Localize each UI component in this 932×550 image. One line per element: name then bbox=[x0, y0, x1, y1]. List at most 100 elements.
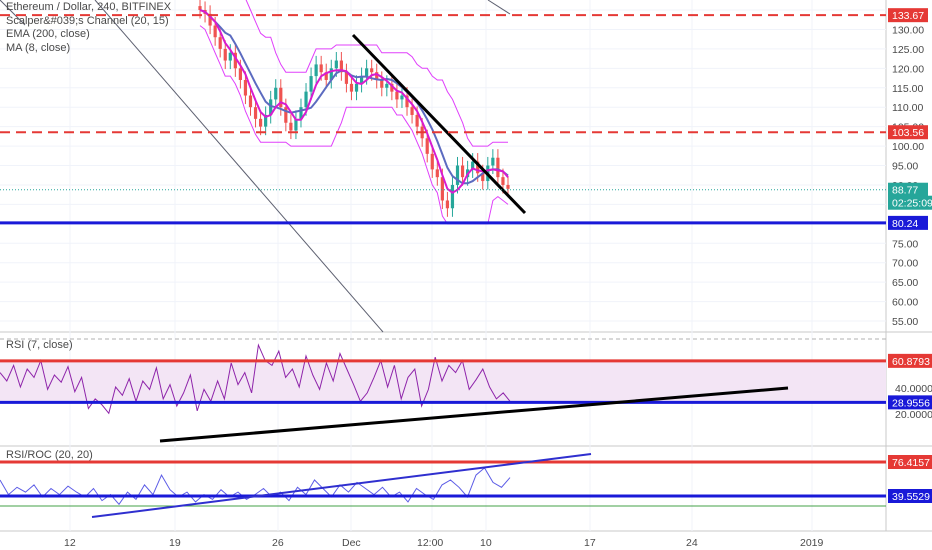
candle-body bbox=[385, 83, 389, 88]
price-tick-label: 70.00 bbox=[892, 258, 918, 270]
time-tick-label: 12 bbox=[64, 537, 76, 549]
price-tick-label: 115.00 bbox=[892, 83, 923, 95]
countdown-badge: 02:25:09 bbox=[892, 198, 932, 210]
candle-body bbox=[258, 118, 263, 127]
rsi-level-badge-bg bbox=[888, 395, 932, 410]
rsi-trendline bbox=[159, 386, 789, 443]
roc-level-badge: 76.4157 bbox=[892, 457, 930, 469]
candle-body bbox=[445, 200, 450, 209]
rsi-roc-pane[interactable]: 76.4157 39.5529 bbox=[0, 453, 932, 518]
ma-line bbox=[199, 9, 509, 194]
price-tick-label: 65.00 bbox=[892, 277, 918, 289]
candle-body bbox=[289, 122, 293, 131]
candle-body bbox=[304, 91, 308, 108]
descending-trendline bbox=[351, 33, 527, 215]
candle-body bbox=[334, 60, 338, 69]
candle-body bbox=[471, 161, 475, 170]
roc-trendline bbox=[91, 453, 592, 518]
time-tick-label: 17 bbox=[584, 537, 596, 549]
candle-body bbox=[476, 161, 480, 174]
candle-body bbox=[279, 87, 283, 108]
candle-body bbox=[354, 83, 359, 92]
candle-body bbox=[248, 95, 253, 108]
candle-body bbox=[370, 68, 374, 73]
rsi-band-fill bbox=[0, 360, 886, 403]
channel-lower-band bbox=[199, 25, 509, 225]
candle-body bbox=[506, 184, 510, 189]
legend-ma: MA (8, close) bbox=[6, 41, 71, 54]
candle-body bbox=[435, 169, 439, 178]
candle-body bbox=[395, 91, 399, 100]
candle-body bbox=[425, 138, 429, 154]
level-badge: 133.67 bbox=[892, 10, 924, 22]
ema-line bbox=[199, 9, 509, 185]
candle-body bbox=[294, 118, 298, 131]
candle-body bbox=[440, 177, 444, 201]
level-badge-bg bbox=[888, 125, 928, 140]
candle-body bbox=[390, 83, 394, 92]
countdown-badge-bg bbox=[888, 195, 932, 210]
time-tick-label: 12:00 bbox=[417, 537, 443, 549]
legend-symbol: Ethereum / Dollar, 240, BITFINEX bbox=[6, 1, 172, 13]
candle-body bbox=[501, 177, 505, 185]
rsi-pane-label: RSI (7, close) bbox=[6, 339, 73, 351]
diagonal-trendline bbox=[94, 0, 384, 333]
candle-body bbox=[228, 52, 232, 61]
candle-body bbox=[375, 72, 379, 80]
channel-upper-band bbox=[245, 0, 508, 147]
candle-body bbox=[365, 68, 369, 77]
time-tick-label: 26 bbox=[272, 537, 284, 549]
price-tick-label: 120.00 bbox=[892, 63, 924, 75]
price-tick-label: 110.00 bbox=[892, 102, 923, 114]
candle-body bbox=[213, 25, 217, 38]
candle-body bbox=[329, 68, 333, 80]
candle-body bbox=[460, 165, 465, 178]
candle-body bbox=[405, 95, 409, 108]
candle-body bbox=[218, 37, 222, 49]
candle-body bbox=[455, 165, 460, 185]
price-pane[interactable] bbox=[0, 0, 886, 333]
candle-body bbox=[349, 83, 354, 92]
candle-body bbox=[481, 173, 485, 182]
candle-body bbox=[359, 76, 364, 84]
last-price-badge-bg bbox=[888, 182, 928, 197]
time-axis[interactable]: 12 19 26 Dec 12:00 10 17 24 2019 bbox=[64, 537, 824, 549]
chart-legend: Ethereum / Dollar, 240, BITFINEX Scalper… bbox=[6, 1, 171, 55]
price-axis[interactable]: 55.0060.0065.0070.0075.0080.0085.0090.00… bbox=[888, 8, 932, 328]
level-badge-bg bbox=[888, 215, 928, 230]
candle-body bbox=[496, 157, 500, 178]
candle-body bbox=[380, 79, 384, 88]
candle-body bbox=[198, 6, 202, 10]
candle-body bbox=[319, 64, 323, 73]
price-tick-label: 100.00 bbox=[892, 141, 924, 153]
price-tick-label: 125.00 bbox=[892, 44, 924, 56]
candle-body bbox=[223, 48, 227, 61]
candle-body bbox=[400, 95, 404, 100]
price-tick-label: 130.00 bbox=[892, 24, 924, 36]
candle-body bbox=[233, 52, 237, 69]
candle-body bbox=[243, 79, 248, 96]
time-tick-label: 10 bbox=[480, 537, 492, 549]
roc-level-badge: 39.5529 bbox=[892, 491, 930, 503]
roc-level-badge-bg bbox=[888, 455, 932, 469]
candle-body bbox=[339, 60, 343, 73]
candle-body bbox=[253, 107, 258, 119]
price-tick-label: 75.00 bbox=[892, 238, 918, 250]
time-tick-label: 19 bbox=[169, 537, 181, 549]
rsi-tick-label: 20.0000 bbox=[895, 409, 932, 421]
candle-body bbox=[269, 99, 273, 115]
candle-body bbox=[450, 184, 455, 209]
level-badge: 103.56 bbox=[892, 127, 924, 139]
rsi-tick-label: 40.0000 bbox=[895, 383, 932, 395]
candle-body bbox=[208, 13, 212, 26]
candle-body bbox=[284, 107, 288, 123]
rsi-line bbox=[0, 343, 511, 415]
price-tick-label: 55.00 bbox=[892, 316, 918, 328]
time-tick-label: 24 bbox=[686, 537, 698, 549]
last-price-badge: 88.77 bbox=[892, 185, 918, 197]
diagonal-trendline bbox=[487, 0, 511, 15]
price-tick-label: 95.00 bbox=[892, 161, 918, 173]
candle-body bbox=[309, 76, 313, 92]
